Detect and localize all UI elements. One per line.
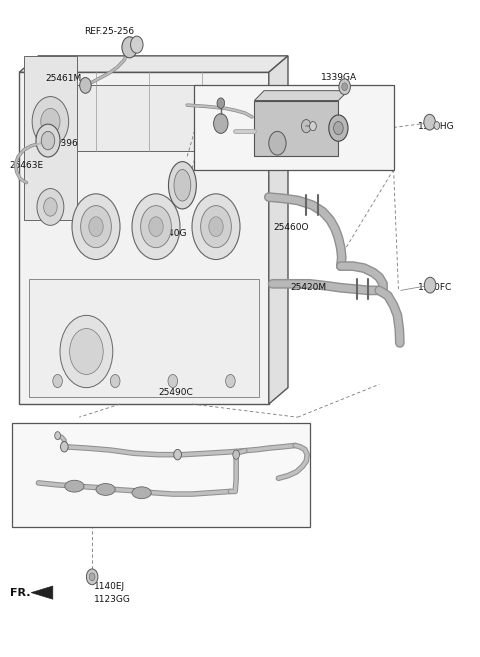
- Bar: [24, 56, 77, 220]
- Polygon shape: [31, 586, 53, 599]
- Circle shape: [132, 194, 180, 260]
- Text: 25640G: 25640G: [151, 229, 187, 238]
- Text: 1123HG: 1123HG: [418, 122, 454, 131]
- Circle shape: [174, 449, 181, 460]
- Text: 25490C: 25490C: [158, 388, 193, 397]
- Circle shape: [36, 124, 60, 157]
- Circle shape: [192, 194, 240, 260]
- Polygon shape: [19, 56, 288, 72]
- Text: FR.: FR.: [10, 587, 30, 598]
- Text: 1140EJ: 1140EJ: [94, 582, 125, 591]
- Circle shape: [334, 122, 343, 135]
- Bar: [194, 85, 394, 170]
- Text: 25492B: 25492B: [36, 441, 71, 450]
- Circle shape: [226, 374, 235, 388]
- Ellipse shape: [65, 480, 84, 492]
- Circle shape: [41, 108, 60, 135]
- Text: 1339GA: 1339GA: [321, 73, 357, 82]
- Circle shape: [424, 277, 436, 293]
- Circle shape: [86, 569, 98, 585]
- Bar: [254, 101, 338, 156]
- Circle shape: [217, 98, 225, 108]
- Circle shape: [209, 217, 223, 237]
- Circle shape: [342, 83, 348, 91]
- Text: 39220G: 39220G: [199, 116, 235, 125]
- Circle shape: [41, 131, 55, 150]
- Circle shape: [233, 450, 240, 459]
- Text: 25600A: 25600A: [230, 90, 265, 99]
- Circle shape: [37, 189, 64, 225]
- Ellipse shape: [132, 487, 151, 499]
- Circle shape: [53, 374, 62, 388]
- Polygon shape: [254, 91, 348, 101]
- Circle shape: [60, 315, 113, 388]
- Text: REF.25-256: REF.25-256: [84, 27, 134, 36]
- Circle shape: [89, 217, 103, 237]
- Bar: [29, 279, 259, 397]
- Bar: [12, 423, 310, 527]
- Text: 25461M: 25461M: [46, 74, 82, 83]
- Circle shape: [80, 78, 91, 93]
- Circle shape: [110, 374, 120, 388]
- Circle shape: [72, 194, 120, 260]
- Text: 13396: 13396: [50, 139, 79, 148]
- Circle shape: [310, 122, 316, 131]
- Circle shape: [141, 206, 171, 248]
- Circle shape: [131, 36, 143, 53]
- Ellipse shape: [96, 484, 115, 495]
- Text: 25463E: 25463E: [10, 161, 44, 170]
- Circle shape: [32, 97, 69, 147]
- Circle shape: [70, 328, 103, 374]
- Text: 91932K: 91932K: [259, 141, 294, 150]
- Text: 25460O: 25460O: [274, 223, 309, 232]
- Bar: [19, 72, 269, 404]
- Circle shape: [122, 37, 137, 58]
- Ellipse shape: [168, 162, 196, 209]
- Circle shape: [329, 115, 348, 141]
- Text: 1140FC: 1140FC: [418, 283, 452, 292]
- Circle shape: [424, 114, 435, 130]
- Circle shape: [89, 573, 95, 581]
- Text: 1140FD: 1140FD: [293, 127, 328, 136]
- Text: 25420M: 25420M: [290, 283, 326, 292]
- Circle shape: [149, 217, 163, 237]
- Circle shape: [339, 79, 350, 95]
- Polygon shape: [269, 56, 288, 404]
- Circle shape: [301, 120, 311, 133]
- Circle shape: [269, 131, 286, 155]
- Circle shape: [60, 442, 68, 452]
- Bar: [29, 85, 259, 151]
- Ellipse shape: [174, 170, 191, 201]
- Circle shape: [434, 122, 440, 129]
- Text: 28420A: 28420A: [55, 478, 90, 487]
- Circle shape: [214, 114, 228, 133]
- Circle shape: [81, 206, 111, 248]
- Text: 1123GG: 1123GG: [94, 595, 131, 604]
- Circle shape: [44, 198, 57, 216]
- Circle shape: [55, 432, 60, 440]
- Text: 25493D: 25493D: [185, 452, 220, 461]
- Circle shape: [201, 206, 231, 248]
- Circle shape: [168, 374, 178, 388]
